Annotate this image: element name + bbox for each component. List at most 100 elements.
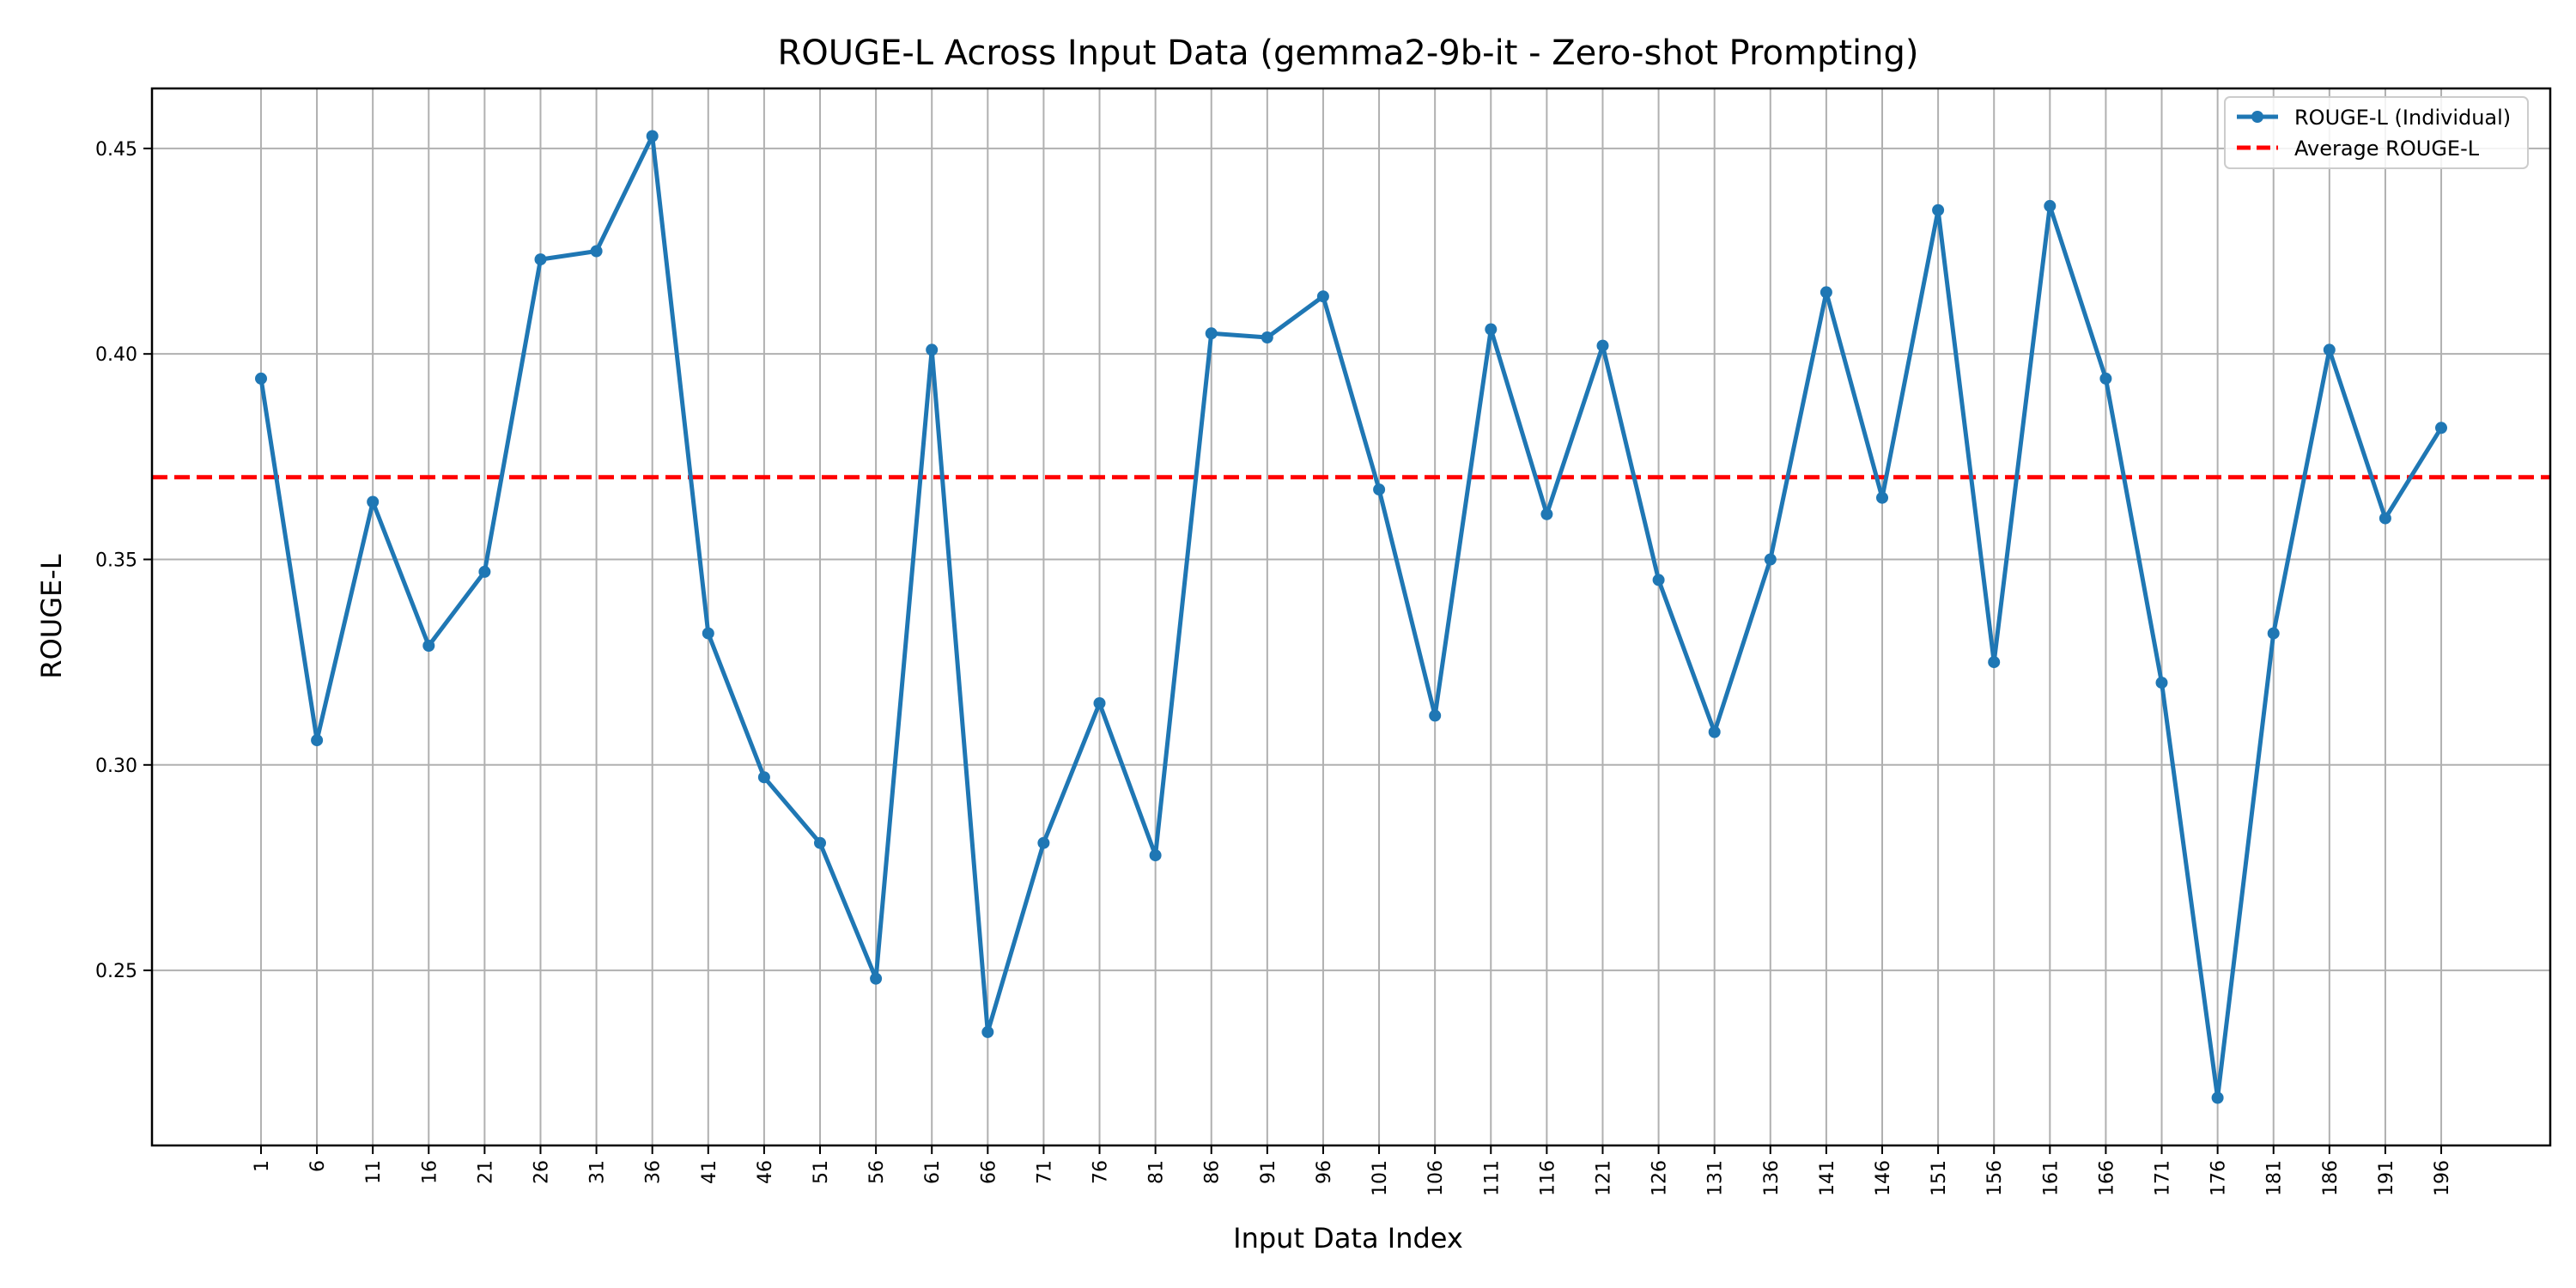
x-tick-label: 146 (1873, 1160, 1894, 1196)
data-point (2323, 343, 2336, 356)
y-axis: 0.25 0.30 0.35 0.40 0.45 (95, 139, 152, 982)
x-axis: 1 6 11 16 21 26 31 36 41 46 51 56 61 66 71 76 81 86 91 96 10… (252, 1145, 2453, 1196)
x-tick-label: 6 (307, 1160, 329, 1172)
data-point (1764, 553, 1777, 566)
y-tick-label: 0.25 (95, 961, 137, 982)
y-tick-label: 0.30 (95, 756, 137, 777)
x-tick-label: 1 (252, 1160, 273, 1172)
data-point (1261, 331, 1273, 343)
data-point (1205, 327, 1218, 340)
data-point (590, 245, 603, 258)
x-tick-label: 101 (1370, 1160, 1391, 1196)
y-tick-label: 0.45 (95, 139, 137, 161)
x-tick-label: 96 (1314, 1160, 1335, 1184)
x-tick-label: 76 (1091, 1160, 1112, 1184)
legend-marker-point-individual (2251, 111, 2263, 123)
x-tick-label: 126 (1649, 1160, 1671, 1196)
data-point (1316, 290, 1329, 303)
x-tick-label: 61 (922, 1160, 944, 1184)
x-tick-label: 31 (587, 1160, 609, 1184)
x-tick-label: 121 (1593, 1160, 1614, 1196)
legend: ROUGE-L (Individual) Average ROUGE-L (2224, 96, 2529, 169)
y-tick-label: 0.40 (95, 344, 137, 366)
data-point (1876, 491, 1888, 504)
x-tick-label: 166 (2096, 1160, 2117, 1196)
data-point (255, 372, 267, 385)
legend-label-average: Average ROUGE-L (2294, 137, 2480, 161)
x-tick-label: 91 (1258, 1160, 1279, 1184)
data-point (1932, 204, 1945, 216)
data-point (1485, 323, 1498, 336)
x-tick-label: 16 (419, 1160, 440, 1184)
data-point (2044, 199, 2057, 212)
x-tick-label: 56 (866, 1160, 888, 1184)
data-point (646, 130, 659, 143)
x-tick-label: 131 (1705, 1160, 1727, 1196)
x-tick-label: 46 (755, 1160, 776, 1184)
x-tick-label: 176 (2208, 1160, 2230, 1196)
data-point (1093, 697, 1106, 709)
legend-label-individual: ROUGE-L (Individual) (2294, 106, 2511, 130)
x-tick-label: 191 (2376, 1160, 2397, 1196)
x-tick-label: 81 (1146, 1160, 1168, 1184)
legend-box (2224, 96, 2529, 169)
data-point (1373, 483, 1386, 496)
data-point (367, 495, 380, 508)
x-tick-label: 41 (699, 1160, 720, 1184)
data-point (2155, 677, 2168, 690)
data-point (757, 771, 770, 784)
x-tick-label: 111 (1481, 1160, 1503, 1196)
x-tick-label: 86 (1202, 1160, 1224, 1184)
x-tick-label: 106 (1425, 1160, 1447, 1196)
data-point (1820, 286, 1832, 299)
x-tick-label: 71 (1034, 1160, 1055, 1184)
x-tick-label: 151 (1929, 1160, 1950, 1196)
data-point (2435, 422, 2447, 434)
x-tick-label: 161 (2040, 1160, 2062, 1196)
data-point (1149, 849, 1162, 862)
data-point (478, 565, 491, 578)
series-line-rouge-l-individual (258, 134, 2444, 1100)
data-point (2099, 372, 2112, 385)
x-tick-label: 141 (1817, 1160, 1838, 1196)
series-layer (255, 130, 2447, 1104)
x-tick-label: 36 (643, 1160, 665, 1184)
data-point (1429, 709, 1442, 722)
x-tick-label: 196 (2432, 1160, 2453, 1196)
data-point (2379, 512, 2391, 525)
y-axis-label: ROUGE-L (35, 554, 68, 678)
x-tick-label: 181 (2264, 1160, 2286, 1196)
plot-area-frame (150, 87, 2552, 1147)
data-point (2267, 627, 2280, 640)
x-tick-label: 136 (1761, 1160, 1783, 1196)
x-tick-label: 156 (1984, 1160, 2006, 1196)
data-point (311, 734, 324, 747)
data-point (1540, 507, 1553, 520)
data-point (926, 343, 939, 356)
x-axis-label: Input Data Index (1233, 1222, 1463, 1255)
data-point (1988, 656, 2001, 669)
x-tick-label: 11 (363, 1160, 385, 1184)
data-point (814, 836, 826, 849)
data-point (702, 627, 714, 640)
x-tick-label: 116 (1537, 1160, 1558, 1196)
data-point (981, 1025, 994, 1038)
x-tick-label: 51 (811, 1160, 832, 1184)
data-point (1708, 726, 1721, 738)
y-tick-label: 0.35 (95, 550, 137, 571)
data-point (1596, 339, 1609, 352)
data-point (1652, 574, 1665, 586)
data-point (534, 253, 547, 266)
chart-title: ROUGE-L Across Input Data (gemma2-9b-it … (778, 33, 1919, 73)
x-tick-label: 26 (531, 1160, 552, 1184)
data-point (1037, 836, 1050, 849)
x-tick-label: 21 (475, 1160, 496, 1184)
data-point (2211, 1091, 2224, 1104)
data-point (870, 972, 883, 985)
x-tick-label: 186 (2320, 1160, 2342, 1196)
data-point (422, 640, 435, 652)
x-tick-label: 171 (2153, 1160, 2174, 1196)
x-tick-label: 66 (978, 1160, 999, 1184)
